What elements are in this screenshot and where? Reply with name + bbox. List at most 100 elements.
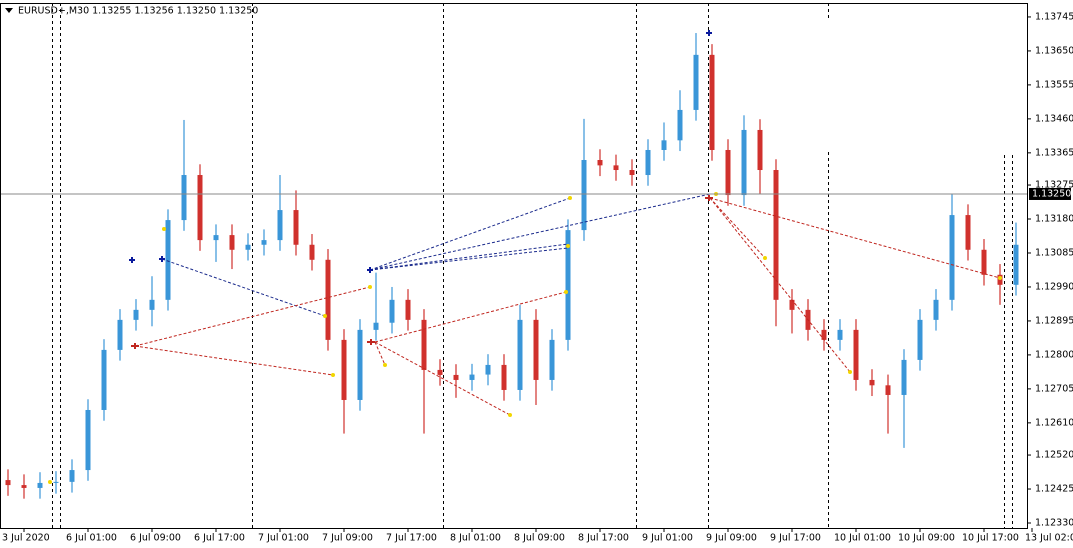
axes: 1.13745 1.13650 1.13555 1.13460 1.13365 1.132… <box>2 11 1073 543</box>
x-tick-label: 6 Jul 01:00 <box>66 533 117 544</box>
candle-body <box>453 374 459 380</box>
x-tick-label: 8 Jul 17:00 <box>578 533 629 544</box>
candle-body <box>549 339 555 380</box>
candle-body <box>5 480 11 486</box>
candle-body <box>421 319 427 370</box>
candle-body <box>885 385 891 395</box>
y-tick-label: 1.13745 <box>1035 11 1073 22</box>
candle-body <box>645 149 651 176</box>
candle-body <box>501 364 507 390</box>
x-tick-label: 7 Jul 17:00 <box>386 533 437 544</box>
candle-body <box>709 54 715 150</box>
current-price: 1.13250 <box>0 187 1071 200</box>
trade-lines <box>134 193 1001 416</box>
y-tick-label: 1.12895 <box>1035 315 1073 326</box>
candle-body <box>69 470 75 482</box>
candle-body <box>53 481 59 483</box>
y-tick-label: 1.13275 <box>1035 180 1073 191</box>
candle-body <box>821 329 827 340</box>
candle-body <box>629 170 635 176</box>
x-tick-label: 13 Jul 02:00 <box>1025 533 1073 544</box>
candle-body <box>37 482 43 488</box>
candle-body <box>229 235 235 250</box>
candle-body <box>261 240 267 245</box>
candle-body <box>21 485 27 488</box>
collapse-icon <box>5 8 13 13</box>
y-tick-label: 1.12705 <box>1035 383 1073 394</box>
y-tick-label: 1.12520 <box>1035 450 1073 461</box>
y-tick-label: 1.12330 <box>1035 517 1073 528</box>
candle-body <box>309 244 315 260</box>
y-tick-label: 1.12990 <box>1035 281 1073 292</box>
y-tick-label: 1.12610 <box>1035 417 1073 428</box>
candle-body <box>85 409 91 471</box>
candle-body <box>341 339 347 400</box>
candle-body <box>277 210 283 241</box>
candle-body <box>597 159 603 166</box>
candle-body <box>773 170 779 300</box>
candle-body <box>741 129 747 196</box>
current-price-box <box>1029 187 1071 200</box>
candle-body <box>869 379 875 386</box>
candle-body <box>789 299 795 310</box>
candle-body <box>565 230 571 340</box>
candle-body <box>293 210 299 245</box>
candle-body <box>357 329 363 400</box>
candle-body <box>149 299 155 310</box>
candle-body <box>405 299 411 320</box>
candle-body <box>437 369 443 375</box>
candle-body <box>517 319 523 390</box>
candle-body <box>101 349 107 410</box>
current-price-label: 1.13250 <box>1032 188 1071 199</box>
candle-body <box>901 359 907 395</box>
y-tick-label: 1.13555 <box>1035 79 1073 90</box>
y-tick-label: 1.13460 <box>1035 113 1073 124</box>
candle-body <box>613 165 619 171</box>
x-tick-label: 9 Jul 17:00 <box>770 533 821 544</box>
candle-body <box>837 329 843 340</box>
candle-body <box>917 319 923 360</box>
candle-body <box>1013 244 1019 285</box>
candle-body <box>853 329 859 380</box>
candle-body <box>933 299 939 320</box>
candle-body <box>197 175 203 241</box>
x-tick-label: 6 Jul 17:00 <box>194 533 245 544</box>
candle-body <box>469 374 475 380</box>
plot-frame <box>0 3 1028 529</box>
x-tick-label: 10 Jul 01:00 <box>834 533 891 544</box>
candle-body <box>981 249 987 275</box>
x-tick-label: 9 Jul 01:00 <box>642 533 693 544</box>
candle-body <box>965 215 971 250</box>
candle-body <box>325 259 331 340</box>
candle-body <box>581 159 587 231</box>
x-tick-label: 8 Jul 01:00 <box>450 533 501 544</box>
x-tick-label: 10 Jul 09:00 <box>898 533 955 544</box>
candle-body <box>693 54 699 110</box>
candle-body <box>949 215 955 300</box>
x-tick-label: 7 Jul 09:00 <box>322 533 373 544</box>
candle-body <box>677 109 683 141</box>
x-tick-label: 10 Jul 17:00 <box>962 533 1019 544</box>
candle-body <box>757 129 763 171</box>
candle-body <box>117 319 123 350</box>
candle-body <box>245 244 251 250</box>
candle-body <box>213 235 219 241</box>
y-tick-label: 1.13085 <box>1035 247 1073 258</box>
x-tick-label: 8 Jul 09:00 <box>514 533 565 544</box>
x-tick-label: 9 Jul 09:00 <box>706 533 757 544</box>
x-tick-label: 3 Jul 2020 <box>2 533 50 544</box>
separators <box>52 3 1013 528</box>
y-tick-label: 1.12800 <box>1035 349 1073 360</box>
candle-body <box>485 364 491 375</box>
y-tick-label: 1.13180 <box>1035 214 1073 225</box>
candles <box>5 33 1019 499</box>
chart-header: EURUSD+,M30 1.13255 1.13256 1.13250 1.13… <box>18 6 258 17</box>
candle-body <box>181 175 187 221</box>
candle-body <box>133 309 139 320</box>
trade-markers <box>48 30 1002 484</box>
candle-body <box>533 319 539 380</box>
candle-body <box>373 322 379 330</box>
y-tick-label: 1.13365 <box>1035 147 1073 158</box>
